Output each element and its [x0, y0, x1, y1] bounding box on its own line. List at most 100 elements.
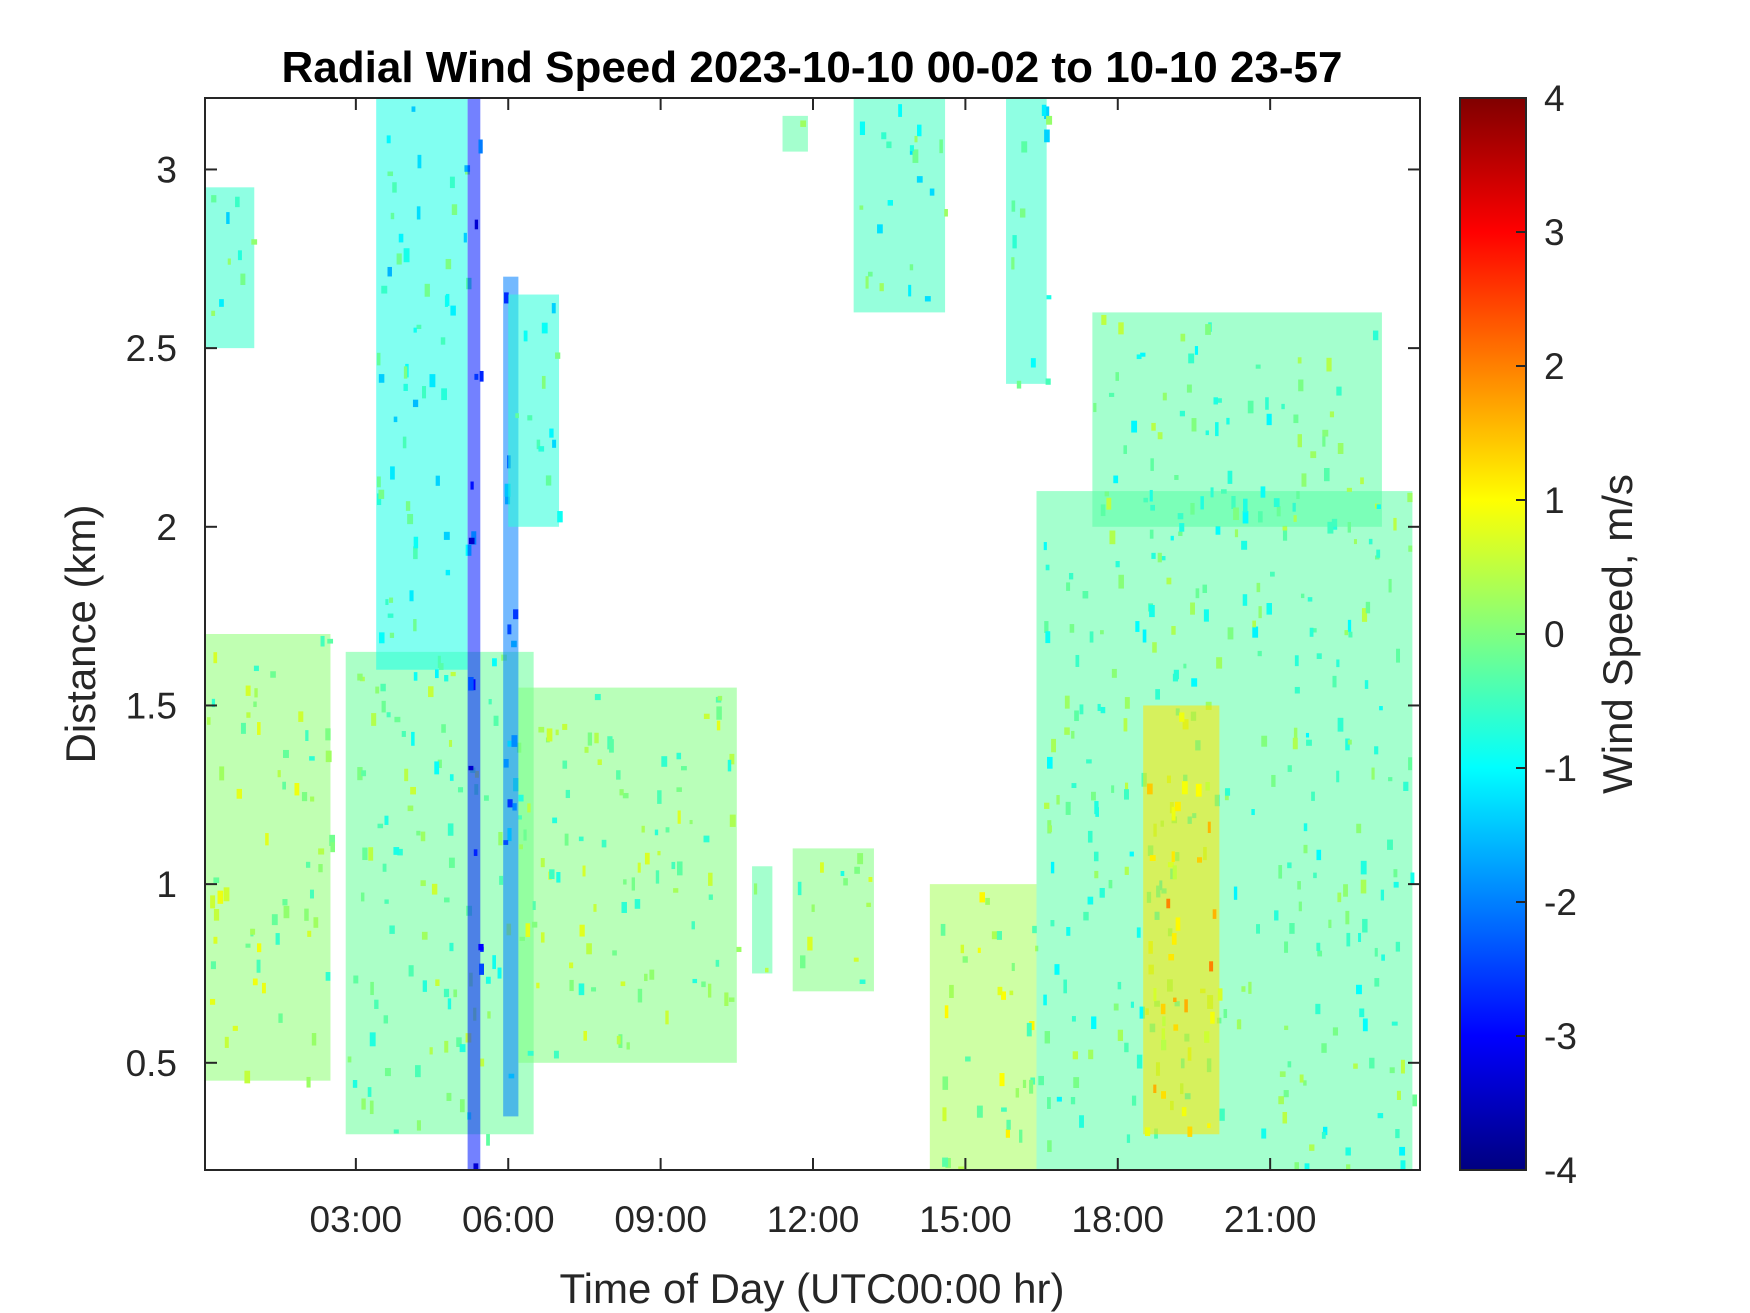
heatmap-cell	[1216, 657, 1223, 669]
heatmap-cell	[1396, 1090, 1401, 1100]
heatmap-cell	[1115, 561, 1120, 568]
heatmap-cell	[381, 700, 386, 713]
heatmap-cell	[1380, 889, 1385, 901]
heatmap-cell	[1161, 1091, 1167, 1099]
heatmap-cell	[424, 283, 430, 297]
heatmap-cell	[1181, 781, 1188, 795]
heatmap-cell	[727, 759, 732, 772]
heatmap-cell	[1088, 1049, 1094, 1060]
heatmap-cell	[555, 352, 561, 359]
heatmap-cell	[593, 904, 597, 912]
heatmap-cell	[958, 1166, 965, 1170]
heatmap-cell	[1266, 603, 1272, 615]
heatmap-cell	[407, 805, 414, 812]
heatmap-cell	[1212, 909, 1217, 919]
heatmap-cell	[527, 803, 531, 813]
heatmap-cell	[390, 212, 395, 220]
heatmap-cell	[487, 1011, 491, 1019]
heatmap-cell	[325, 728, 331, 741]
heatmap-cell	[1266, 413, 1272, 426]
heatmap-cell	[1194, 346, 1199, 355]
heatmap-cell	[546, 728, 553, 742]
heatmap-cell	[729, 753, 735, 765]
heatmap-cell	[1221, 489, 1227, 494]
heatmap-cell	[1337, 717, 1344, 732]
heatmap-cell	[556, 872, 561, 883]
heatmap-cell	[416, 206, 421, 220]
heatmap-cell	[1210, 1011, 1215, 1024]
heatmap-cell	[251, 239, 258, 245]
heatmap-cell	[1306, 739, 1312, 746]
heatmap-cell	[403, 248, 410, 263]
heatmap-cell	[1157, 432, 1163, 440]
heatmap-cell	[1213, 397, 1218, 405]
heatmap-cell	[254, 688, 258, 698]
heatmap-cell	[1108, 392, 1115, 397]
heatmap-cell	[1360, 879, 1367, 894]
heatmap-cell	[677, 810, 681, 824]
heatmap-cell	[1322, 1126, 1328, 1136]
heatmap-cell	[1360, 860, 1367, 875]
heatmap-cell	[256, 959, 261, 973]
heatmap-cell	[1337, 892, 1342, 903]
heatmap-cell	[562, 723, 568, 730]
heatmap-cell	[1227, 470, 1233, 484]
heatmap-cell	[1079, 1115, 1084, 1128]
heatmap-cell	[1181, 1107, 1187, 1117]
heatmap-cell	[508, 1073, 515, 1079]
heatmap-cell	[908, 284, 912, 297]
heatmap-cell	[235, 196, 240, 208]
heatmap-cell	[1284, 1025, 1289, 1031]
heatmap-cell	[1261, 735, 1268, 747]
heatmap-cell	[435, 475, 440, 486]
heatmap-cell	[408, 965, 414, 977]
heatmap-cell	[1271, 774, 1276, 787]
heatmap-cell	[245, 943, 251, 948]
heatmap-cell	[661, 756, 668, 767]
heatmap-cell	[949, 984, 954, 999]
x-axis-label: Time of Day (UTC00:00 hr)	[560, 1265, 1065, 1312]
y-tick-label: 1	[156, 864, 177, 905]
heatmap-cell	[1190, 502, 1195, 515]
heatmap-cell	[691, 921, 695, 930]
heatmap-region-16	[1006, 98, 1047, 384]
heatmap-cell	[942, 1157, 949, 1167]
heatmap-cell	[1066, 582, 1071, 591]
heatmap-cell	[877, 224, 883, 234]
heatmap-cell	[445, 258, 452, 270]
heatmap-cell	[538, 446, 545, 452]
heatmap-cell	[996, 931, 1002, 940]
heatmap-cell	[1234, 529, 1239, 538]
heatmap-cell	[1173, 1024, 1179, 1031]
heatmap-cell	[1374, 947, 1378, 957]
heatmap-cell	[446, 1092, 452, 1101]
heatmap-cell	[518, 794, 524, 802]
heatmap-cell	[1019, 208, 1026, 218]
heatmap-cell	[1356, 823, 1362, 834]
heatmap-cell	[444, 897, 450, 903]
heatmap-cell	[1200, 496, 1204, 510]
y-tick-label: 1.5	[126, 685, 177, 726]
heatmap-cell	[1091, 1016, 1097, 1030]
heatmap-cell	[369, 1100, 374, 1115]
heatmap-cell	[370, 981, 374, 996]
heatmap-cell	[407, 513, 414, 525]
heatmap-cell	[512, 803, 517, 811]
heatmap-cell	[541, 375, 546, 389]
heatmap-cell	[811, 904, 815, 912]
heatmap-cell	[382, 863, 387, 872]
heatmap-cell	[541, 322, 548, 334]
heatmap-cell	[637, 862, 641, 873]
x-tick-label: 12:00	[767, 1199, 860, 1240]
heatmap-cell	[1015, 1088, 1020, 1098]
heatmap-cell	[1376, 504, 1381, 510]
heatmap-cell	[887, 200, 893, 206]
heatmap-cell	[1071, 730, 1075, 739]
heatmap-region-8	[752, 866, 773, 974]
heatmap-cell	[1301, 473, 1307, 487]
heatmap-cell	[1100, 630, 1104, 635]
heatmap-cell	[485, 976, 491, 984]
heatmap-cell	[1311, 791, 1315, 801]
heatmap-cell	[369, 1032, 376, 1047]
